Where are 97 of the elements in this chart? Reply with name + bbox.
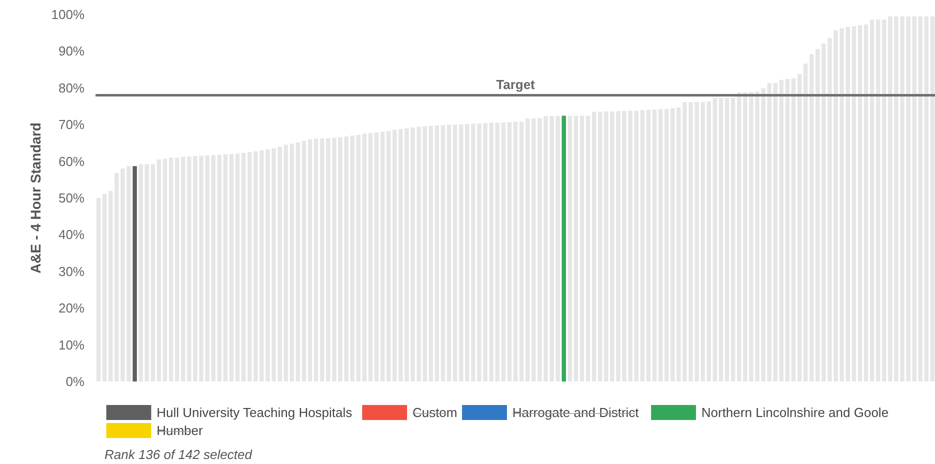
bar — [302, 140, 306, 382]
bar — [434, 125, 440, 382]
bar — [706, 101, 711, 382]
bar — [736, 92, 742, 382]
bar — [791, 78, 796, 382]
bar — [314, 138, 318, 382]
bar — [290, 144, 294, 382]
bar — [320, 138, 324, 382]
bar — [730, 97, 736, 382]
bar — [513, 122, 518, 382]
bar — [108, 191, 113, 382]
legend-label: Northern Lincolnshire and Goole — [701, 405, 889, 420]
bar — [858, 25, 862, 382]
bar — [718, 98, 724, 382]
bar — [217, 154, 222, 382]
bar — [181, 156, 186, 382]
bar — [362, 134, 367, 382]
bar — [452, 124, 458, 382]
bar — [525, 118, 530, 382]
bar — [852, 26, 856, 382]
y-tick-label: 90% — [58, 44, 85, 59]
bar — [235, 154, 240, 382]
bar — [592, 112, 596, 382]
bar — [356, 134, 360, 382]
legend-label: Hull University Teaching Hospitals — [156, 405, 353, 420]
bar — [150, 164, 156, 382]
bar — [223, 154, 228, 382]
bar — [876, 20, 880, 382]
bar — [562, 116, 566, 382]
bar — [446, 124, 452, 382]
y-tick-label: 100% — [51, 7, 85, 22]
bar — [368, 133, 373, 382]
legend-label: Humber — [156, 423, 204, 438]
bar — [156, 159, 162, 382]
bar — [803, 64, 808, 382]
bar — [652, 110, 657, 382]
bar — [380, 132, 385, 382]
bar — [870, 20, 874, 382]
bar — [247, 152, 252, 382]
bar — [785, 79, 790, 382]
y-tick-label: 70% — [58, 117, 85, 132]
bar — [724, 98, 730, 382]
y-tick-label: 40% — [58, 227, 85, 242]
bar — [132, 166, 137, 382]
bar — [495, 122, 500, 382]
bar — [580, 116, 584, 382]
bar — [501, 122, 506, 382]
ref-line-label: Target — [496, 77, 536, 92]
bar — [646, 110, 651, 382]
bar — [598, 112, 602, 382]
bar — [568, 116, 572, 382]
bar — [670, 108, 675, 382]
bar — [144, 164, 149, 382]
bar — [102, 194, 107, 382]
bar — [428, 126, 434, 382]
bar — [308, 139, 312, 382]
bar — [241, 152, 246, 382]
bar — [712, 98, 718, 382]
y-tick-label: 30% — [58, 264, 85, 279]
legend-label: Custom — [412, 405, 458, 420]
bar — [658, 109, 663, 382]
bar — [882, 20, 886, 382]
bar — [586, 116, 590, 382]
bar — [507, 122, 512, 382]
bar — [664, 108, 669, 382]
bar — [779, 80, 784, 382]
bar — [574, 116, 578, 382]
bar — [440, 124, 446, 382]
bar — [519, 122, 524, 382]
bar — [96, 198, 101, 382]
y-tick-label: 10% — [58, 337, 85, 352]
bar — [640, 110, 645, 382]
y-tick-label: 20% — [58, 300, 85, 316]
bar — [138, 164, 143, 382]
legend-label: Harrogate and District — [512, 405, 640, 420]
bar — [296, 142, 300, 382]
bar — [797, 74, 802, 382]
bar — [532, 118, 536, 382]
bar — [918, 16, 923, 382]
bar — [229, 154, 234, 382]
bar — [864, 24, 868, 382]
bar — [846, 26, 850, 382]
y-axis-title: A&E - 4 Hour Standard — [27, 122, 44, 274]
bar — [374, 132, 379, 382]
bar — [458, 124, 464, 382]
y-tick-label: 80% — [58, 80, 85, 96]
y-tick-label: 0% — [66, 374, 85, 389]
y-tick-label: 60% — [58, 154, 85, 169]
bar — [924, 16, 929, 382]
y-tick-label: 50% — [58, 190, 85, 206]
bar — [174, 158, 180, 382]
bar — [168, 158, 174, 382]
bar — [162, 158, 168, 382]
text: Rank 136 of 142 selected — [104, 447, 253, 462]
bar — [386, 130, 391, 382]
bar — [930, 16, 935, 382]
bar — [810, 54, 814, 382]
